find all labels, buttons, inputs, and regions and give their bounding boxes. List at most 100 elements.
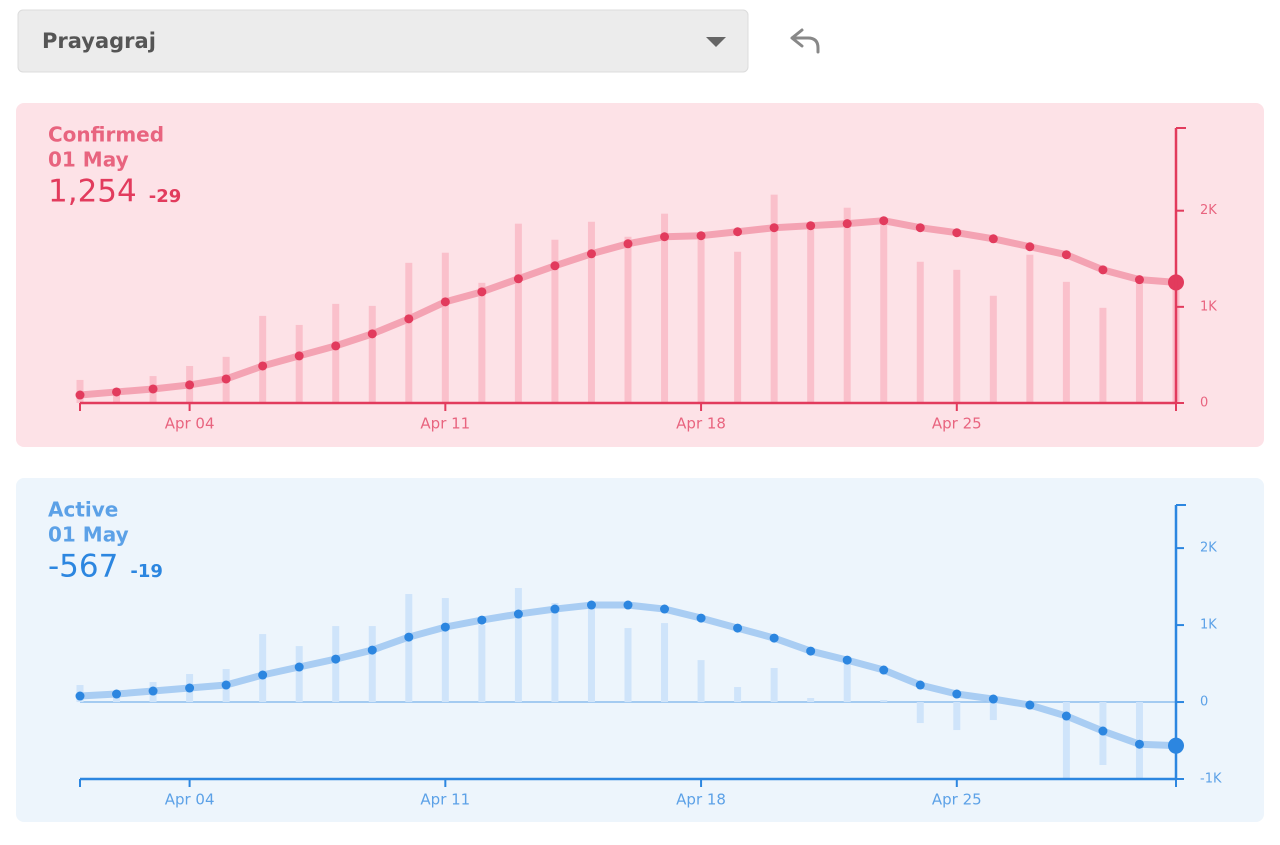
bar	[624, 628, 632, 703]
y-tick-label: 0	[1200, 396, 1208, 411]
point	[148, 686, 158, 696]
point	[331, 654, 341, 664]
point	[367, 329, 377, 339]
point	[221, 374, 231, 384]
x-tick-label: Apr 11	[420, 415, 470, 433]
bar	[113, 390, 121, 403]
bar	[1026, 254, 1034, 403]
card	[16, 478, 1264, 822]
bar	[368, 626, 376, 703]
card-date: 01 May	[48, 148, 129, 172]
y-tick-label: 2K	[1200, 203, 1217, 218]
bar	[1135, 277, 1143, 403]
point	[148, 384, 158, 394]
x-tick-label: Apr 04	[165, 791, 215, 809]
point	[294, 662, 304, 672]
bar	[514, 223, 522, 403]
bar	[295, 324, 303, 403]
point	[806, 646, 816, 656]
point	[660, 604, 670, 614]
bar	[478, 625, 486, 703]
point	[1134, 739, 1144, 749]
bar	[441, 598, 449, 703]
x-tick-label: Apr 04	[165, 415, 215, 433]
dropdown[interactable]	[17, 9, 749, 73]
bar	[332, 303, 340, 403]
bar	[259, 634, 267, 703]
bar	[953, 702, 961, 731]
bar	[514, 588, 522, 703]
point	[112, 387, 122, 397]
point	[988, 234, 998, 244]
point	[258, 670, 268, 680]
point	[185, 683, 195, 693]
point	[258, 361, 268, 371]
point	[331, 341, 341, 351]
bar	[551, 239, 559, 403]
dropdown-value: Prayagraj	[42, 29, 156, 53]
point	[1025, 700, 1035, 710]
bar	[332, 626, 340, 703]
point	[1025, 242, 1035, 252]
dropdown-arrow	[706, 37, 726, 47]
point	[842, 219, 852, 229]
point	[623, 239, 633, 249]
bar	[880, 700, 888, 703]
card-date: 01 May	[48, 523, 129, 547]
bar	[807, 698, 815, 703]
point	[733, 227, 743, 237]
point	[221, 680, 231, 690]
point	[696, 231, 706, 241]
bar	[697, 660, 705, 703]
point	[112, 689, 122, 699]
card-delta: -29	[149, 186, 182, 207]
bar	[770, 194, 778, 403]
y-tick-label: 0	[1200, 695, 1208, 710]
x-tick-label: Apr 25	[932, 791, 982, 809]
bar	[368, 305, 376, 403]
point	[915, 680, 925, 690]
point	[513, 609, 523, 619]
point	[477, 287, 487, 297]
point	[367, 645, 377, 655]
point	[440, 297, 450, 307]
bar	[1062, 702, 1070, 778]
undo-icon	[790, 28, 820, 54]
bar	[587, 604, 595, 703]
point	[1061, 250, 1071, 260]
point	[477, 615, 487, 625]
bar	[661, 623, 669, 703]
point	[952, 689, 962, 699]
bar	[843, 207, 851, 403]
point	[404, 632, 414, 642]
point	[1061, 711, 1071, 721]
bar	[916, 261, 924, 403]
point	[294, 351, 304, 361]
card-value: 1,254	[48, 174, 137, 210]
point	[879, 665, 889, 675]
bar	[770, 668, 778, 703]
bar	[551, 603, 559, 703]
bar	[697, 234, 705, 403]
point	[842, 655, 852, 665]
point	[696, 613, 706, 623]
point	[660, 232, 670, 242]
point	[769, 633, 779, 643]
x-tick-label: Apr 11	[420, 791, 470, 809]
bar	[1099, 307, 1107, 403]
point	[1098, 265, 1108, 275]
y-tick-label: 1K	[1200, 299, 1217, 314]
point	[586, 249, 596, 259]
point	[75, 691, 85, 701]
point	[440, 622, 450, 632]
card-delta: -19	[130, 561, 163, 582]
undo-button[interactable]	[790, 28, 820, 54]
bar	[807, 226, 815, 403]
bar	[843, 660, 851, 703]
point	[404, 314, 414, 324]
y-tick-label: -1K	[1200, 772, 1222, 787]
point	[75, 390, 85, 400]
bar	[624, 236, 632, 403]
y-tick-label: 2K	[1200, 541, 1217, 556]
point	[1098, 726, 1108, 736]
